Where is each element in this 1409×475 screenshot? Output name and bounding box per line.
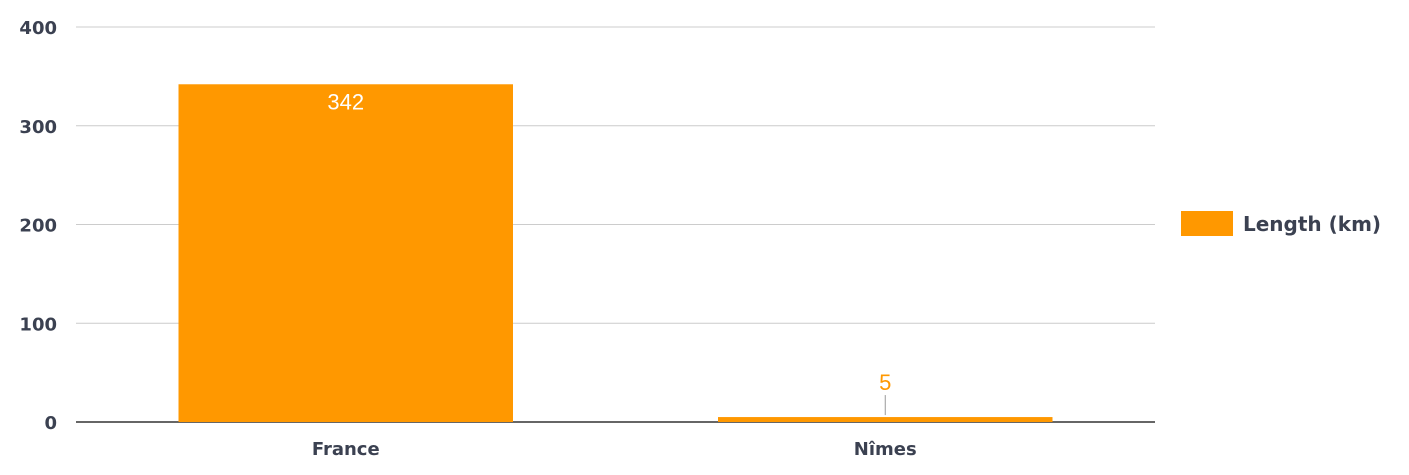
x-tick-label: France (312, 439, 380, 460)
y-tick-label: 400 (19, 18, 57, 39)
y-axis-ticks: 0 100 200 300 400 (19, 18, 57, 434)
bars (178, 84, 1053, 423)
data-label: 5 (879, 370, 891, 395)
legend[interactable]: Length (km) (1181, 211, 1381, 236)
y-tick-label: 200 (19, 216, 57, 237)
bar-france[interactable] (178, 84, 513, 423)
x-axis-ticks: France Nîmes (312, 439, 917, 460)
y-tick-label: 300 (19, 117, 57, 138)
bar-ni-mes[interactable] (718, 417, 1053, 422)
x-tick-label: Nîmes (854, 439, 917, 460)
y-tick-label: 100 (19, 314, 57, 335)
data-labels: 342 5 (327, 89, 891, 416)
y-tick-label: 0 (44, 413, 57, 434)
legend-label: Length (km) (1243, 212, 1381, 236)
data-label: 342 (327, 89, 364, 114)
legend-swatch (1181, 211, 1233, 236)
